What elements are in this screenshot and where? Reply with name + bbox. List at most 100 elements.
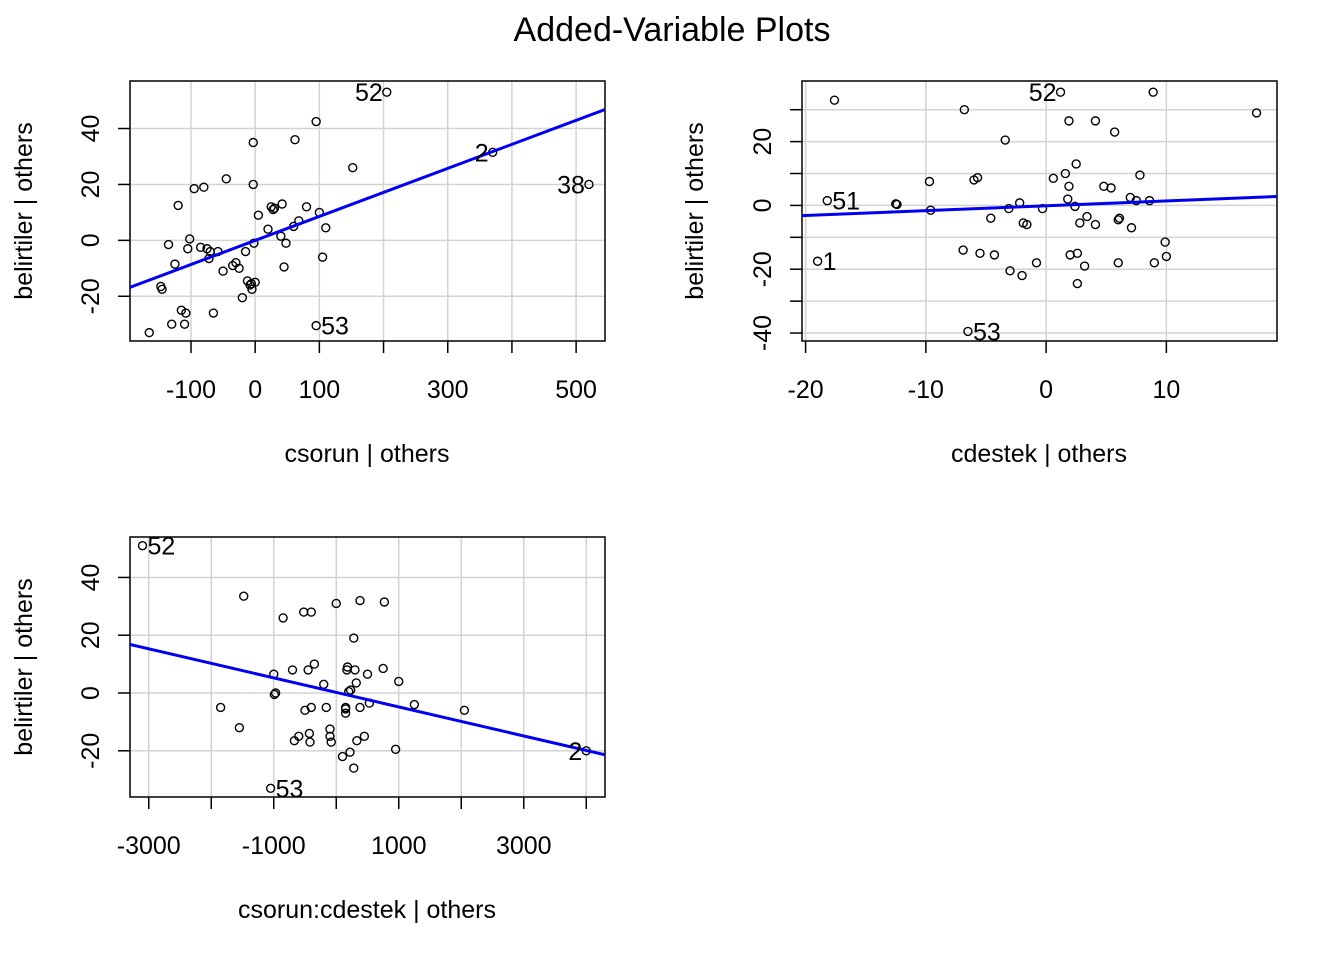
point-id-label: 2 xyxy=(568,738,582,766)
data-point xyxy=(345,747,355,757)
data-point xyxy=(958,245,968,255)
data-point xyxy=(812,256,823,266)
data-point xyxy=(239,591,249,601)
data-point xyxy=(1126,223,1137,233)
data-point xyxy=(208,308,219,318)
point-id-label: 53 xyxy=(276,775,304,803)
data-point xyxy=(382,87,392,97)
data-point xyxy=(277,199,287,209)
data-point xyxy=(1148,87,1158,97)
fit-line xyxy=(130,108,605,289)
data-point xyxy=(350,665,360,675)
point-id-label: 51 xyxy=(832,188,860,216)
data-point xyxy=(355,595,365,606)
data-point xyxy=(248,137,258,148)
data-point xyxy=(345,685,356,695)
x-tick-label: 0 xyxy=(1039,376,1053,404)
point-id-label: 2 xyxy=(475,139,489,167)
data-point xyxy=(1064,116,1074,126)
data-point xyxy=(355,702,365,713)
data-point xyxy=(311,116,321,127)
data-point xyxy=(1082,211,1092,222)
data-point xyxy=(311,320,321,331)
data-point xyxy=(306,607,316,617)
data-point xyxy=(975,248,985,258)
y-tick-label: 0 xyxy=(77,686,105,700)
y-tick-label: 20 xyxy=(77,621,105,649)
data-point xyxy=(1106,183,1116,193)
data-point xyxy=(379,597,390,607)
data-point xyxy=(170,259,180,269)
data-point xyxy=(287,665,298,675)
data-point xyxy=(1064,181,1074,191)
panel-csorun: csorun | others belirtiler | others -100… xyxy=(10,79,606,468)
point-id-label: 52 xyxy=(355,79,383,107)
data-point xyxy=(1022,219,1032,230)
plot-frame xyxy=(801,80,1278,342)
data-point xyxy=(340,708,351,718)
x-tick-label: 300 xyxy=(427,376,469,404)
data-point xyxy=(303,665,313,675)
data-point xyxy=(237,292,248,303)
data-point xyxy=(349,633,359,643)
data-point xyxy=(1113,258,1123,268)
data-point xyxy=(299,607,309,617)
data-point xyxy=(325,724,335,734)
fit-line xyxy=(802,194,1277,218)
x-tick-label: 100 xyxy=(298,376,340,404)
data-point xyxy=(248,179,258,190)
data-point xyxy=(294,731,304,742)
data-point xyxy=(1017,270,1027,281)
data-point xyxy=(270,688,281,698)
data-point xyxy=(221,174,231,184)
data-point xyxy=(199,182,209,192)
y-tick-label: -40 xyxy=(749,315,777,351)
data-point xyxy=(892,199,902,210)
data-point xyxy=(195,242,206,253)
data-point xyxy=(279,262,289,272)
data-point xyxy=(1060,168,1071,179)
data-point xyxy=(326,737,336,747)
x-tick-label: -100 xyxy=(166,376,216,404)
data-point xyxy=(265,783,276,794)
data-point xyxy=(156,281,166,292)
data-point xyxy=(173,200,183,211)
data-point xyxy=(179,319,190,329)
data-point xyxy=(348,162,358,173)
y-tick-label: -20 xyxy=(77,733,105,769)
data-point xyxy=(234,722,245,733)
data-point xyxy=(959,105,970,115)
data-point xyxy=(290,135,300,145)
x-tick-label: 1000 xyxy=(371,832,427,860)
x-tick-label: 10 xyxy=(1152,376,1180,404)
data-point xyxy=(1114,213,1125,223)
x-tick-label: -10 xyxy=(908,376,944,404)
plot-area xyxy=(802,87,1277,337)
point-id-label: 1 xyxy=(823,248,837,276)
data-point xyxy=(1079,261,1090,271)
x-tick-label: 500 xyxy=(555,376,597,404)
data-point xyxy=(409,699,420,710)
panel-cdestek: cdestek | others belirtiler | others -20… xyxy=(681,79,1278,468)
data-point xyxy=(1063,194,1073,204)
x-tick-label: -1000 xyxy=(242,832,306,860)
data-point xyxy=(337,751,348,762)
data-point xyxy=(1090,116,1101,126)
data-point xyxy=(215,702,226,713)
data-point xyxy=(305,737,315,747)
y-tick-label: 0 xyxy=(77,233,105,247)
data-point xyxy=(184,234,195,244)
data-point xyxy=(278,613,288,623)
data-point xyxy=(1072,278,1083,289)
y-axis-label: belirtiler | others xyxy=(10,122,38,299)
data-point xyxy=(1109,127,1120,137)
y-tick-label: -20 xyxy=(749,251,777,287)
x-tick-label: -20 xyxy=(788,376,824,404)
data-point xyxy=(1161,251,1172,262)
fit-line xyxy=(130,643,605,757)
panel-interaction: csorun:cdestek | others belirtiler | oth… xyxy=(10,533,606,924)
data-point xyxy=(144,327,154,338)
data-point xyxy=(183,244,193,254)
data-point xyxy=(359,731,370,742)
